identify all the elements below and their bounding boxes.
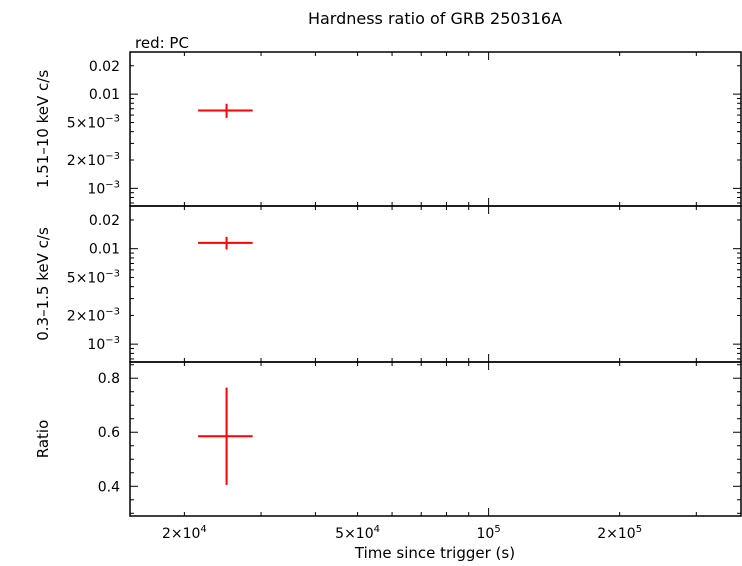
y-axis-label-hard: 1.51–10 keV c/s xyxy=(34,70,52,188)
plot-area: 0.02 0.01 5×10−3 2×10−3 10−3 1.51–10 keV c/s 0… xyxy=(34,51,742,542)
x-axis-label: Time since trigger (s) xyxy=(354,544,515,562)
y-tick-label-hard: 5×10−3 xyxy=(67,114,120,132)
panel-frame-soft xyxy=(129,205,742,363)
x-tick-label: 5×104 xyxy=(335,524,380,542)
panel-frame-hard xyxy=(129,51,742,207)
y-tick-label-hard: 2×10−3 xyxy=(67,151,120,169)
y-tick-label-soft: 10−3 xyxy=(87,335,120,353)
y-axis-label-soft: 0.3–1.5 keV c/s xyxy=(34,227,52,341)
y-tick-label-ratio: 0.8 xyxy=(98,371,120,387)
y-tick-label-soft: 0.01 xyxy=(89,242,120,258)
y-tick-label-ratio: 0.4 xyxy=(98,479,120,495)
y-tick-label-ratio: 0.6 xyxy=(98,425,120,441)
panel-frame-ratio xyxy=(129,361,742,517)
y-tick-label-soft: 5×10−3 xyxy=(67,268,120,286)
y-tick-label-hard: 0.02 xyxy=(89,59,120,75)
x-tick-label: 105 xyxy=(477,524,501,542)
y-axis-label-ratio: Ratio xyxy=(34,420,52,459)
x-tick-label: 2×105 xyxy=(597,524,642,542)
chart-title: Hardness ratio of GRB 250316A xyxy=(308,9,562,28)
chart-subtitle: red: PC xyxy=(135,34,189,52)
y-tick-label-soft: 0.02 xyxy=(89,213,120,229)
y-tick-label-hard: 0.01 xyxy=(89,87,120,103)
y-tick-label-soft: 2×10−3 xyxy=(67,306,120,324)
x-tick-label: 2×104 xyxy=(162,524,207,542)
y-tick-label-hard: 10−3 xyxy=(87,179,120,197)
